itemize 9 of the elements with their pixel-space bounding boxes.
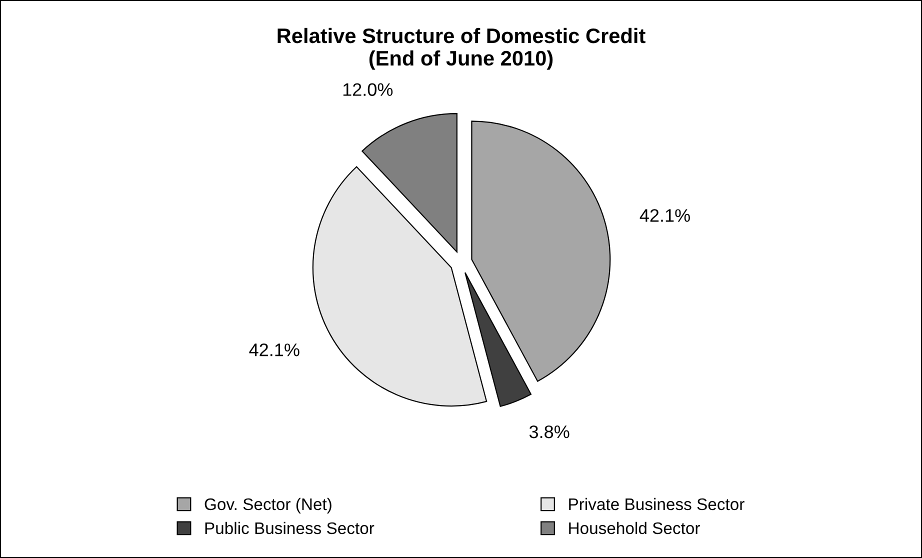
data-label: 12.0% xyxy=(343,83,393,96)
chart-title: Relative Structure of Domestic Credit (End of June 2010) xyxy=(278,28,646,70)
data-label: 42.1% xyxy=(249,343,300,356)
legend-label: Private Business Sector xyxy=(569,498,744,510)
legend-label: Household Sector xyxy=(569,522,700,534)
data-label: 3.8% xyxy=(529,425,570,438)
legend-label: Public Business Sector xyxy=(205,522,374,534)
legend-label: Gov. Sector (Net) xyxy=(204,498,332,514)
data-label: 42.1% xyxy=(640,209,690,222)
